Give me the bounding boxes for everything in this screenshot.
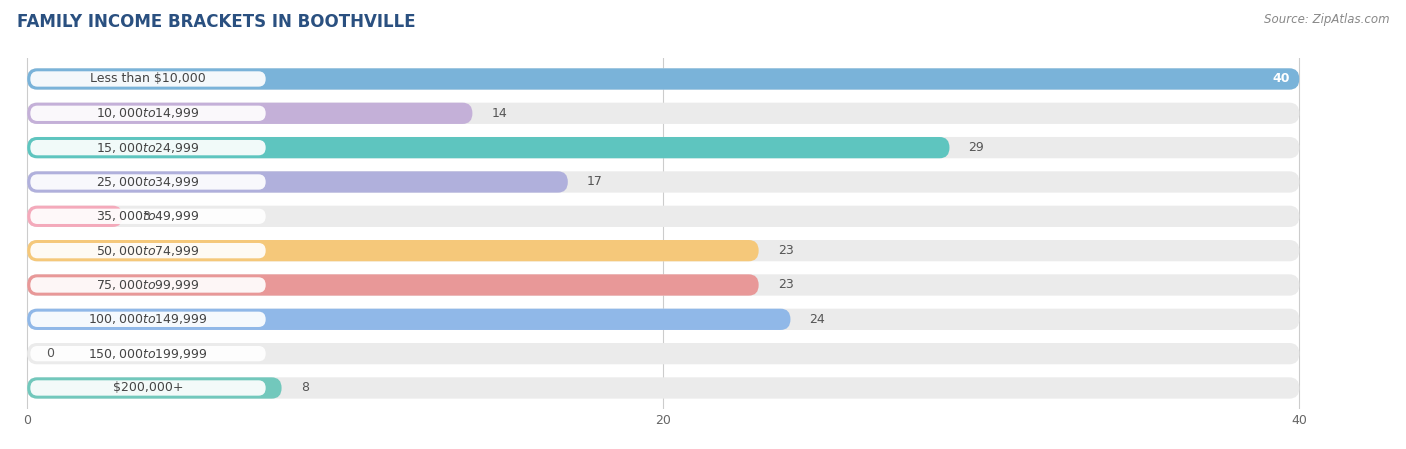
FancyBboxPatch shape [31, 106, 266, 121]
Text: $100,000 to $149,999: $100,000 to $149,999 [89, 313, 208, 326]
Text: $10,000 to $14,999: $10,000 to $14,999 [96, 106, 200, 120]
Text: 14: 14 [492, 107, 508, 120]
FancyBboxPatch shape [31, 380, 266, 396]
FancyBboxPatch shape [27, 137, 949, 158]
Text: 0: 0 [46, 347, 55, 360]
FancyBboxPatch shape [27, 240, 1299, 261]
FancyBboxPatch shape [27, 274, 1299, 295]
FancyBboxPatch shape [27, 240, 759, 261]
FancyBboxPatch shape [27, 103, 472, 124]
Text: 17: 17 [586, 176, 603, 189]
FancyBboxPatch shape [27, 274, 759, 295]
Text: 23: 23 [778, 244, 793, 257]
FancyBboxPatch shape [31, 312, 266, 327]
FancyBboxPatch shape [31, 140, 266, 155]
FancyBboxPatch shape [31, 277, 266, 293]
Text: Less than $10,000: Less than $10,000 [90, 72, 205, 85]
FancyBboxPatch shape [27, 377, 281, 399]
FancyBboxPatch shape [27, 68, 1299, 90]
FancyBboxPatch shape [31, 243, 266, 258]
FancyBboxPatch shape [27, 172, 568, 193]
Text: $50,000 to $74,999: $50,000 to $74,999 [96, 244, 200, 258]
FancyBboxPatch shape [27, 308, 790, 330]
Text: 24: 24 [810, 313, 825, 326]
FancyBboxPatch shape [31, 209, 266, 224]
FancyBboxPatch shape [27, 103, 1299, 124]
Text: 8: 8 [301, 382, 309, 395]
FancyBboxPatch shape [27, 308, 1299, 330]
FancyBboxPatch shape [27, 377, 1299, 399]
FancyBboxPatch shape [27, 68, 1299, 90]
Text: 23: 23 [778, 278, 793, 291]
Text: FAMILY INCOME BRACKETS IN BOOTHVILLE: FAMILY INCOME BRACKETS IN BOOTHVILLE [17, 13, 416, 31]
FancyBboxPatch shape [27, 343, 1299, 364]
Text: 29: 29 [969, 141, 984, 154]
FancyBboxPatch shape [27, 206, 122, 227]
FancyBboxPatch shape [31, 174, 266, 189]
Text: $75,000 to $99,999: $75,000 to $99,999 [96, 278, 200, 292]
FancyBboxPatch shape [27, 172, 1299, 193]
FancyBboxPatch shape [31, 71, 266, 87]
Text: Source: ZipAtlas.com: Source: ZipAtlas.com [1264, 13, 1389, 26]
Text: $200,000+: $200,000+ [112, 382, 183, 395]
FancyBboxPatch shape [27, 137, 1299, 158]
FancyBboxPatch shape [27, 206, 1299, 227]
Text: $35,000 to $49,999: $35,000 to $49,999 [96, 209, 200, 223]
Text: $25,000 to $34,999: $25,000 to $34,999 [96, 175, 200, 189]
Text: $15,000 to $24,999: $15,000 to $24,999 [96, 141, 200, 154]
Text: 40: 40 [1272, 72, 1289, 85]
FancyBboxPatch shape [31, 346, 266, 361]
Text: $150,000 to $199,999: $150,000 to $199,999 [89, 347, 208, 361]
Text: 3: 3 [142, 210, 149, 223]
